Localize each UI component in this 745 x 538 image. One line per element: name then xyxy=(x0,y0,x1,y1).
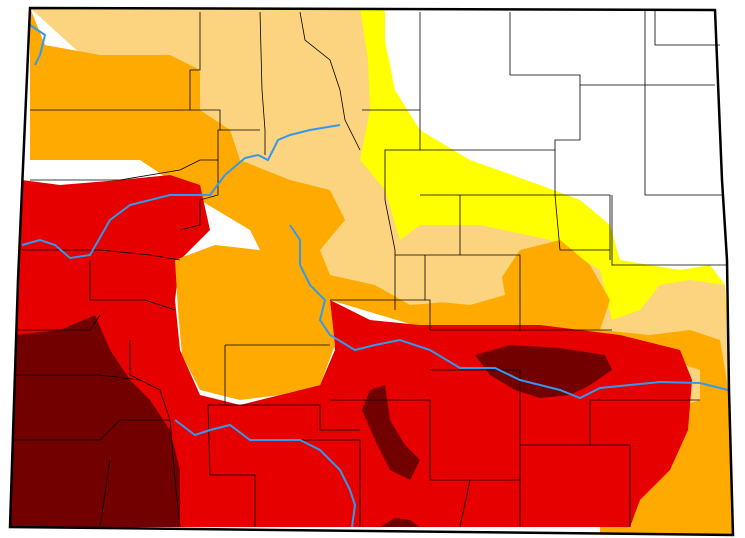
drought-d3-area xyxy=(10,175,692,527)
state-outline xyxy=(8,6,735,537)
drought-d1-island-east xyxy=(400,240,505,305)
rivers xyxy=(21,24,729,528)
drought-d4-southeast xyxy=(475,345,612,398)
drought-d2-valley xyxy=(175,245,335,400)
drought-d2-area xyxy=(30,8,733,535)
drought-d4-south-central xyxy=(362,385,420,480)
drought-d4-southwest xyxy=(10,315,180,527)
county-boundaries xyxy=(12,10,727,528)
drought-d4-bottom xyxy=(380,518,420,527)
drought-d1-island xyxy=(190,8,365,175)
